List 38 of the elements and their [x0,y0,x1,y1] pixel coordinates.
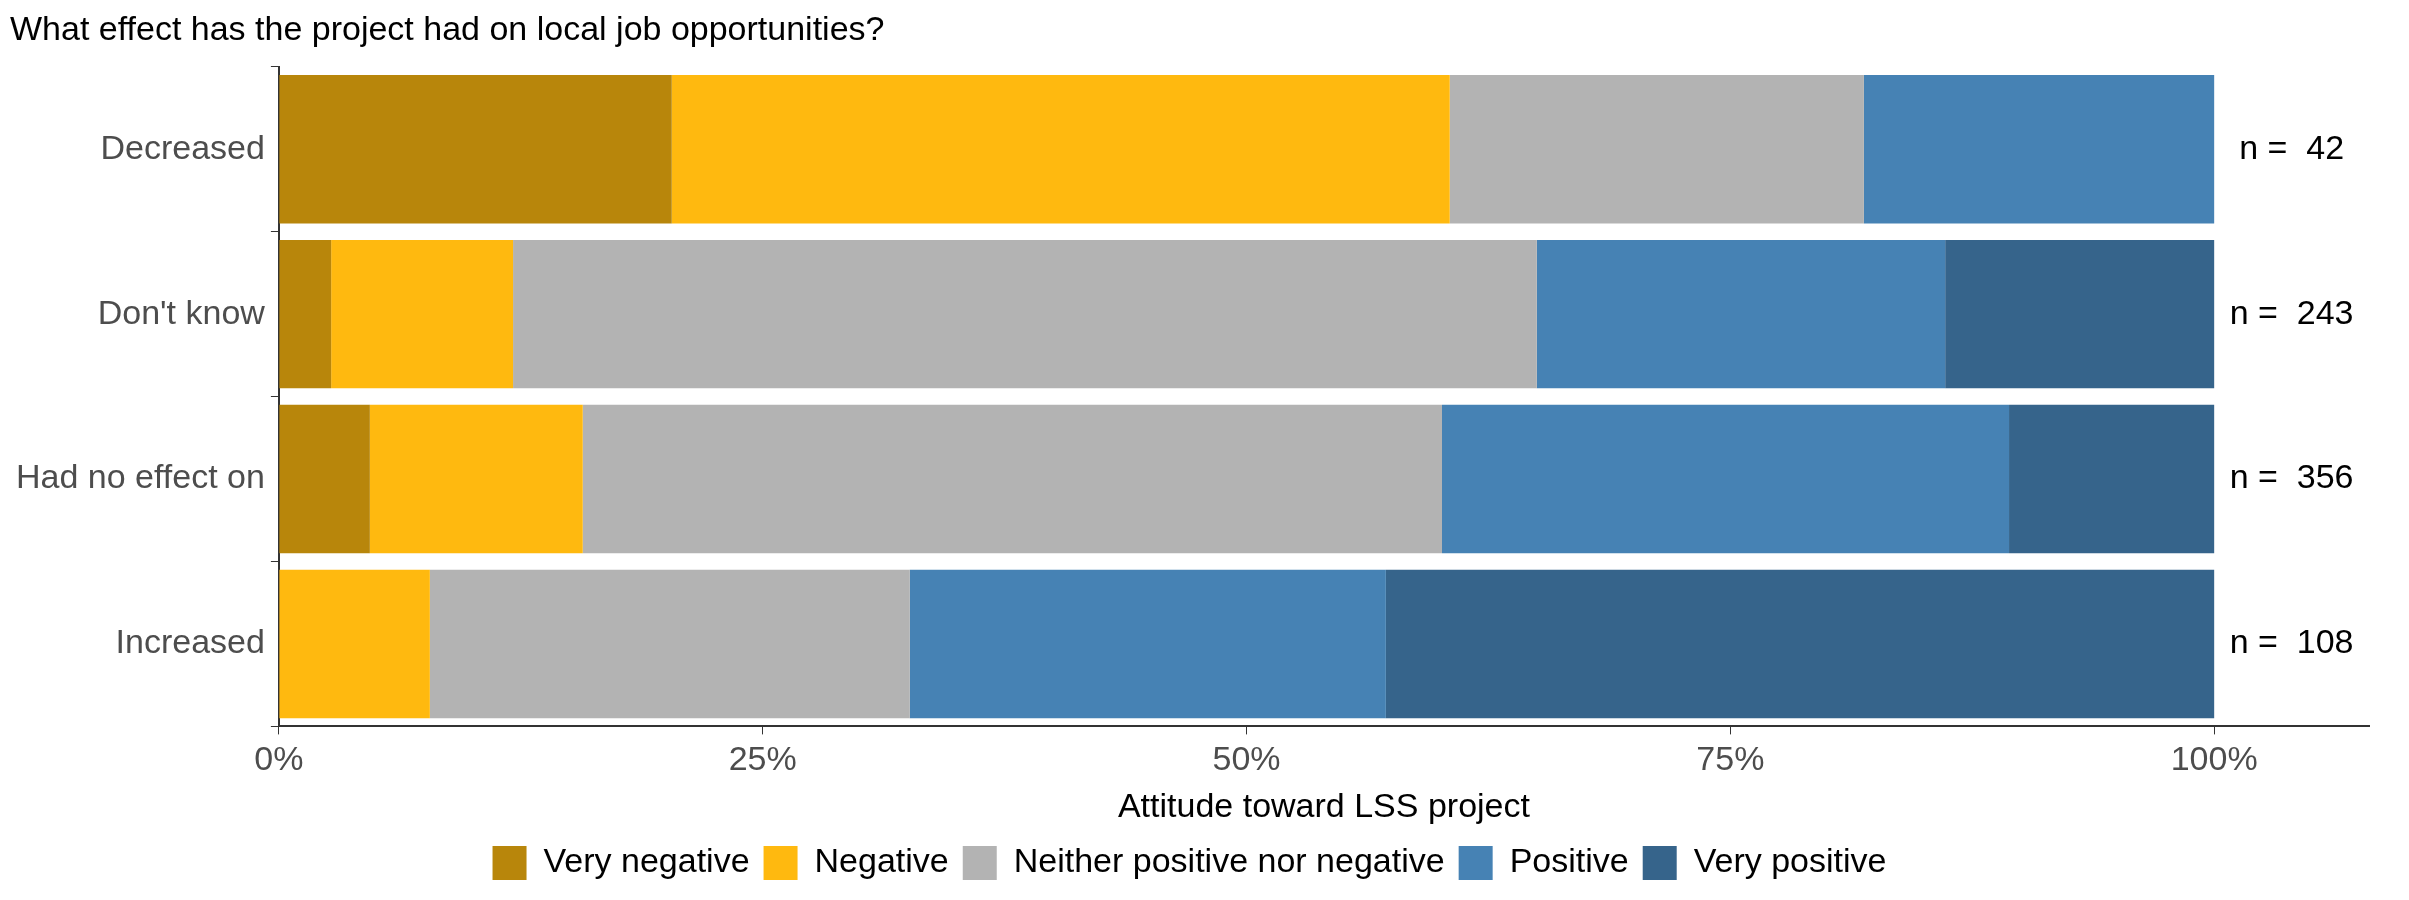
x-tick-label: 0% [254,739,304,778]
legend-label: Negative [814,841,949,880]
bar [429,569,910,719]
legend-label: Very positive [1693,841,1887,880]
bar [513,239,1537,389]
annotation: n = 108 [2229,622,2354,661]
bar [279,404,370,554]
bar [909,569,1386,719]
bar [1863,75,2215,224]
y-tick-label: Increased [115,622,265,661]
bar [369,404,583,554]
legend-label: Positive [1509,841,1629,880]
bar [1945,239,2215,389]
annotation: n = 243 [2229,292,2354,331]
bar [2009,404,2215,554]
x-axis-title: Attitude toward LSS project [1117,785,1531,824]
y-tick-label: Don't know [97,292,266,331]
bar [1385,569,2215,719]
annotation: n = 356 [2229,457,2354,496]
y-tick-label: Decreased [100,127,265,166]
legend-label: Neither positive nor negative [1013,841,1445,880]
bar [279,569,430,719]
bar [1536,239,1946,389]
bar [671,75,1450,224]
chart-title: What effect has the project had on local job opportunities? [10,8,885,47]
x-tick-label: 75% [1696,739,1765,778]
x-tick-label: 100% [2170,739,2258,778]
bar [331,239,514,389]
bar [279,239,332,389]
x-tick-label: 25% [728,739,797,778]
bar [582,404,1442,554]
bar [1449,75,1864,224]
y-tick-label: Had no effect on [16,457,265,496]
legend-label: Very negative [543,841,750,880]
annotation: n = 42 [2239,127,2345,166]
bar [1442,404,2010,554]
x-tick-label: 50% [1212,739,1281,778]
bar [279,75,672,224]
